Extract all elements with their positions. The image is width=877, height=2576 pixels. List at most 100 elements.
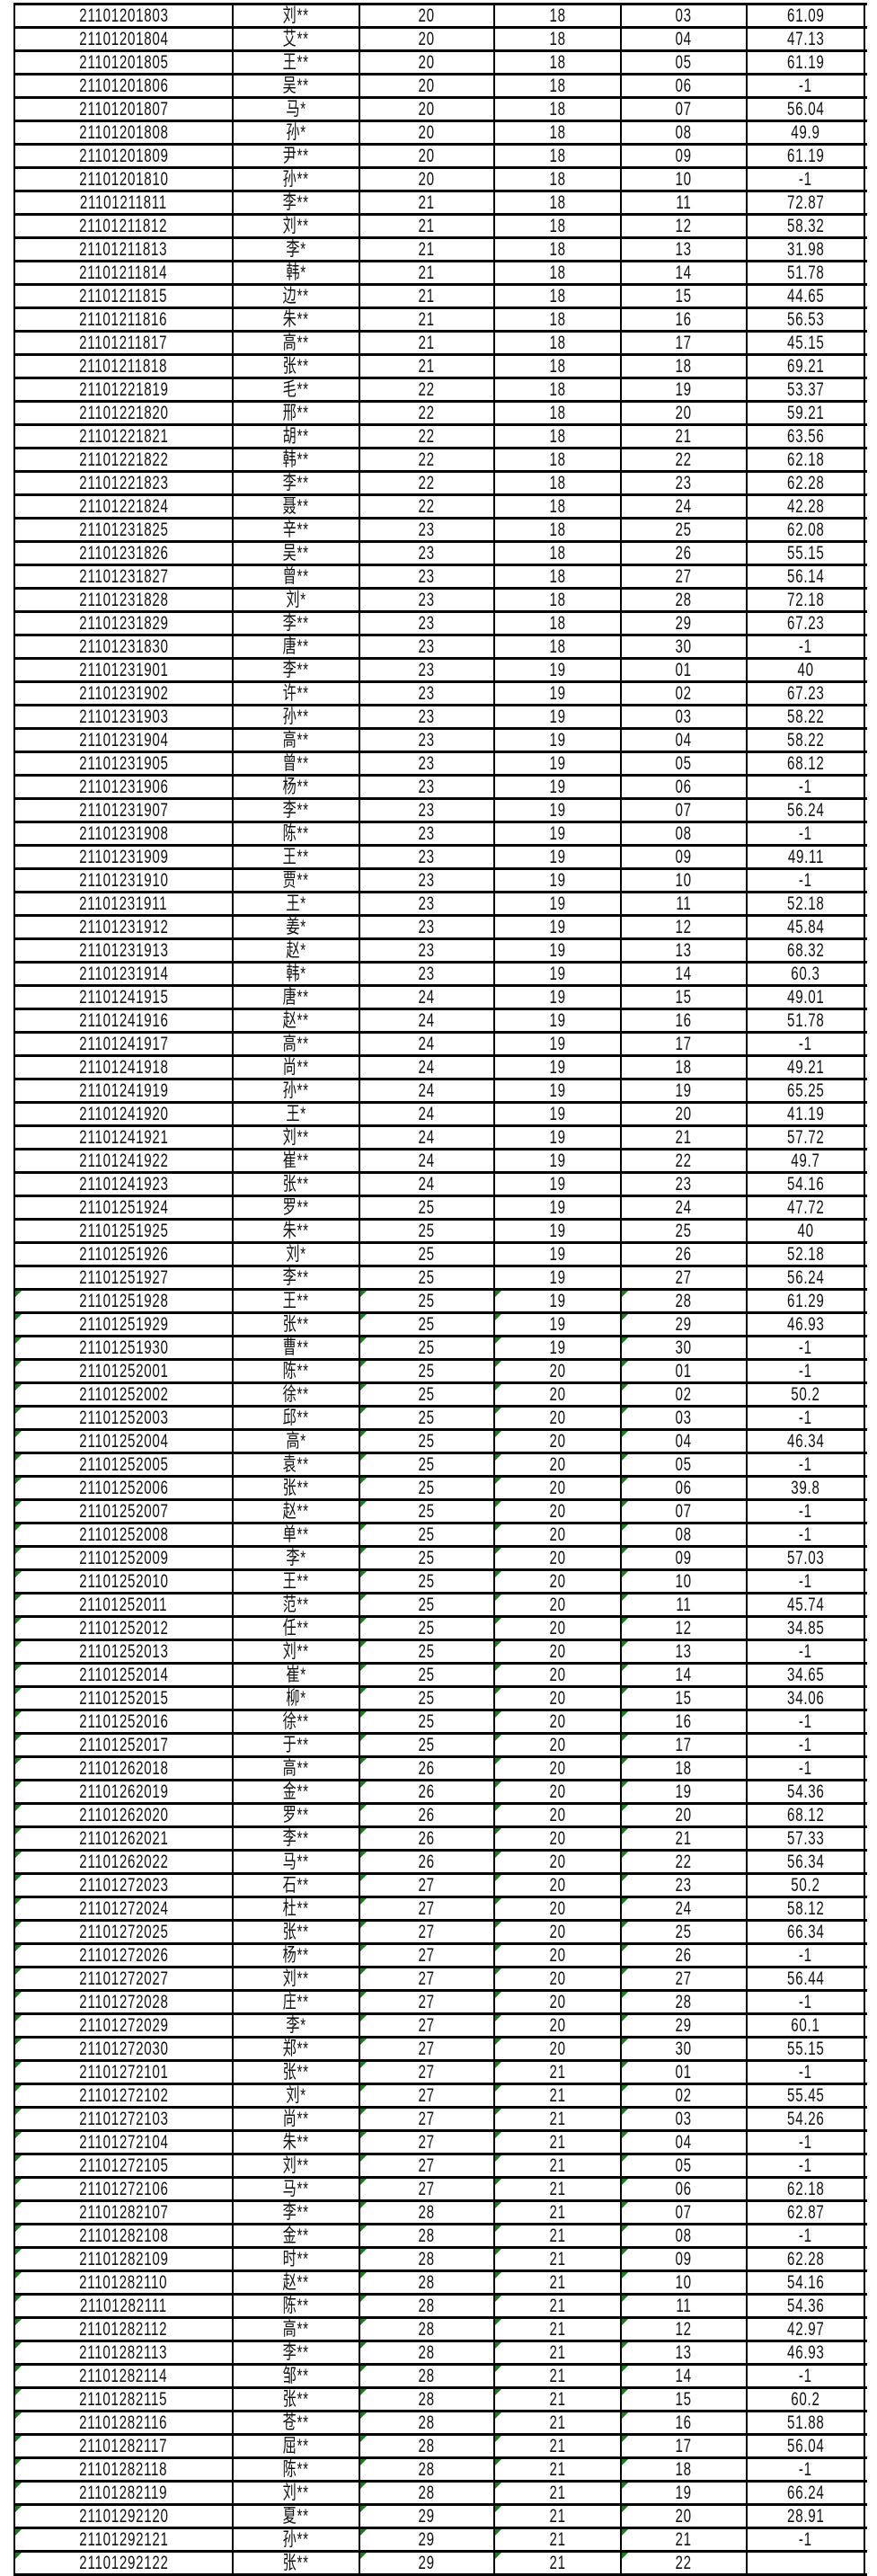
score-cell[interactable]: 56.24 <box>748 1267 865 1288</box>
group-number-cell[interactable]: 19 <box>495 1174 622 1195</box>
student-id-cell[interactable]: 21101211817 <box>15 333 234 353</box>
seat-number-cell[interactable]: 11 <box>622 893 748 914</box>
seat-number-cell[interactable]: 09 <box>622 2249 748 2270</box>
class-number-cell[interactable]: 24 <box>360 1080 495 1101</box>
score-cell[interactable]: -1 <box>748 169 865 190</box>
student-id-cell[interactable]: 21101272029 <box>15 2015 234 2036</box>
class-number-cell[interactable]: 22 <box>360 379 495 400</box>
seat-number-cell[interactable]: 18 <box>622 356 748 377</box>
student-id-cell[interactable]: 21101282117 <box>15 2436 234 2456</box>
score-cell[interactable]: 68.32 <box>748 940 865 961</box>
class-number-cell[interactable]: 29 <box>360 2506 495 2527</box>
student-name-cell[interactable]: 刘** <box>234 5 360 26</box>
class-number-cell[interactable]: 23 <box>360 660 495 680</box>
student-id-cell[interactable]: 21101272023 <box>15 1875 234 1896</box>
student-name-cell[interactable]: 胡** <box>234 426 360 447</box>
score-cell[interactable]: 58.12 <box>748 1898 865 1919</box>
student-name-cell[interactable]: 李** <box>234 1267 360 1288</box>
group-number-cell[interactable]: 18 <box>495 496 622 517</box>
seat-number-cell[interactable]: 10 <box>622 1571 748 1592</box>
score-cell[interactable]: -1 <box>748 2366 865 2386</box>
student-id-cell[interactable]: 21101282116 <box>15 2412 234 2433</box>
student-id-cell[interactable]: 21101262022 <box>15 1852 234 1872</box>
student-id-cell[interactable]: 21101231914 <box>15 964 234 984</box>
score-cell[interactable]: 54.36 <box>748 1781 865 1802</box>
student-id-cell[interactable]: 21101211815 <box>15 286 234 306</box>
seat-number-cell[interactable]: 22 <box>622 1150 748 1171</box>
student-name-cell[interactable]: 马** <box>234 1852 360 1872</box>
student-id-cell[interactable]: 21101241916 <box>15 1010 234 1031</box>
student-name-cell[interactable]: 杨** <box>234 777 360 797</box>
student-name-cell[interactable]: 张** <box>234 356 360 377</box>
class-number-cell[interactable]: 25 <box>360 1478 495 1498</box>
class-number-cell[interactable]: 22 <box>360 449 495 470</box>
group-number-cell[interactable]: 18 <box>495 29 622 49</box>
class-number-cell[interactable]: 24 <box>360 1010 495 1031</box>
student-name-cell[interactable]: 吴** <box>234 76 360 96</box>
student-name-cell[interactable]: 邹** <box>234 2366 360 2386</box>
class-number-cell[interactable]: 21 <box>360 192 495 213</box>
group-number-cell[interactable]: 20 <box>495 1992 622 2012</box>
group-number-cell[interactable]: 20 <box>495 1945 622 1966</box>
student-id-cell[interactable]: 21101201807 <box>15 99 234 120</box>
seat-number-cell[interactable]: 23 <box>622 1174 748 1195</box>
class-number-cell[interactable]: 25 <box>360 1267 495 1288</box>
group-number-cell[interactable]: 18 <box>495 566 622 587</box>
student-name-cell[interactable]: 陈** <box>234 2459 360 2480</box>
seat-number-cell[interactable]: 07 <box>622 2202 748 2223</box>
score-cell[interactable]: 55.15 <box>748 2039 865 2059</box>
seat-number-cell[interactable]: 25 <box>622 520 748 540</box>
class-number-cell[interactable]: 23 <box>360 917 495 937</box>
seat-number-cell[interactable]: 09 <box>622 146 748 166</box>
student-name-cell[interactable]: 唐** <box>234 636 360 657</box>
student-id-cell[interactable]: 21101282107 <box>15 2202 234 2223</box>
score-cell[interactable]: 54.36 <box>748 2296 865 2316</box>
student-name-cell[interactable]: 吴** <box>234 543 360 564</box>
score-cell[interactable]: 57.03 <box>748 1548 865 1568</box>
seat-number-cell[interactable]: 22 <box>622 449 748 470</box>
score-cell[interactable]: 53.37 <box>748 379 865 400</box>
score-cell[interactable]: -1 <box>748 1992 865 2012</box>
seat-number-cell[interactable]: 08 <box>622 2225 748 2246</box>
student-name-cell[interactable]: 张** <box>234 1478 360 1498</box>
student-name-cell[interactable]: 曹** <box>234 1337 360 1358</box>
score-cell[interactable]: 62.28 <box>748 473 865 493</box>
group-number-cell[interactable]: 19 <box>495 823 622 844</box>
group-number-cell[interactable]: 20 <box>495 1852 622 1872</box>
score-cell[interactable]: 49.9 <box>748 122 865 143</box>
score-cell[interactable]: 41.19 <box>748 1104 865 1124</box>
student-name-cell[interactable]: 孙** <box>234 1080 360 1101</box>
group-number-cell[interactable]: 21 <box>495 2132 622 2153</box>
group-number-cell[interactable]: 20 <box>495 1758 622 1779</box>
student-id-cell[interactable]: 21101231908 <box>15 823 234 844</box>
group-number-cell[interactable]: 21 <box>495 2389 622 2410</box>
student-name-cell[interactable]: 邱** <box>234 1408 360 1428</box>
group-number-cell[interactable]: 21 <box>495 2249 622 2270</box>
student-name-cell[interactable]: 聂** <box>234 496 360 517</box>
group-number-cell[interactable]: 18 <box>495 426 622 447</box>
student-id-cell[interactable]: 21101241923 <box>15 1174 234 1195</box>
class-number-cell[interactable]: 25 <box>360 1337 495 1358</box>
seat-number-cell[interactable]: 11 <box>622 192 748 213</box>
class-number-cell[interactable]: 20 <box>360 169 495 190</box>
score-cell[interactable]: -1 <box>748 2132 865 2153</box>
class-number-cell[interactable]: 23 <box>360 800 495 821</box>
score-cell[interactable]: 62.28 <box>748 2249 865 2270</box>
group-number-cell[interactable]: 19 <box>495 964 622 984</box>
student-id-cell[interactable]: 21101252010 <box>15 1571 234 1592</box>
score-cell[interactable]: 49.7 <box>748 1150 865 1171</box>
seat-number-cell[interactable]: 08 <box>622 1524 748 1545</box>
student-id-cell[interactable]: 21101262018 <box>15 1758 234 1779</box>
class-number-cell[interactable]: 24 <box>360 1057 495 1078</box>
group-number-cell[interactable]: 19 <box>495 753 622 774</box>
group-number-cell[interactable]: 20 <box>495 1408 622 1428</box>
class-number-cell[interactable]: 23 <box>360 566 495 587</box>
student-id-cell[interactable]: 21101282113 <box>15 2342 234 2363</box>
group-number-cell[interactable]: 19 <box>495 847 622 867</box>
student-id-cell[interactable]: 21101241922 <box>15 1150 234 1171</box>
class-number-cell[interactable]: 28 <box>360 2459 495 2480</box>
student-id-cell[interactable]: 21101211818 <box>15 356 234 377</box>
score-cell[interactable]: 56.44 <box>748 1968 865 1989</box>
student-name-cell[interactable]: 李** <box>234 2342 360 2363</box>
seat-number-cell[interactable]: 10 <box>622 2272 748 2293</box>
